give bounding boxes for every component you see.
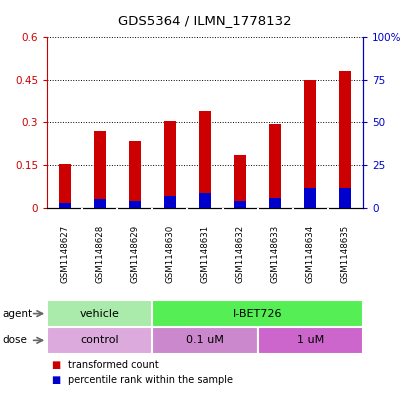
- Bar: [47, 327, 152, 354]
- Bar: [58, 203, 71, 208]
- Bar: [93, 199, 106, 208]
- Bar: [234, 201, 246, 208]
- Bar: [268, 124, 281, 208]
- Text: GSM1148635: GSM1148635: [340, 225, 349, 283]
- Text: I-BET726: I-BET726: [232, 309, 282, 319]
- Bar: [128, 201, 141, 208]
- Bar: [198, 111, 211, 208]
- Text: GSM1148631: GSM1148631: [200, 225, 209, 283]
- Bar: [163, 121, 175, 208]
- Text: transformed count: transformed count: [67, 360, 158, 370]
- Bar: [93, 131, 106, 208]
- Text: GSM1148630: GSM1148630: [165, 225, 174, 283]
- Text: GSM1148633: GSM1148633: [270, 225, 279, 283]
- Text: percentile rank within the sample: percentile rank within the sample: [67, 375, 232, 385]
- Text: GSM1148629: GSM1148629: [130, 225, 139, 283]
- Text: ■: ■: [51, 360, 61, 370]
- Bar: [152, 327, 257, 354]
- Text: GSM1148628: GSM1148628: [95, 225, 104, 283]
- Bar: [152, 300, 362, 327]
- Text: control: control: [80, 335, 119, 345]
- Bar: [338, 71, 351, 208]
- Bar: [338, 188, 351, 208]
- Bar: [257, 327, 362, 354]
- Text: dose: dose: [2, 335, 27, 345]
- Bar: [128, 141, 141, 208]
- Bar: [58, 164, 71, 208]
- Text: ■: ■: [51, 375, 61, 385]
- Text: 1 uM: 1 uM: [296, 335, 323, 345]
- Bar: [198, 193, 211, 208]
- Text: GSM1148627: GSM1148627: [60, 225, 69, 283]
- Text: GSM1148632: GSM1148632: [235, 225, 244, 283]
- Text: GSM1148634: GSM1148634: [305, 225, 314, 283]
- Text: 0.1 uM: 0.1 uM: [186, 335, 223, 345]
- Bar: [47, 300, 152, 327]
- Text: vehicle: vehicle: [80, 309, 119, 319]
- Bar: [234, 155, 246, 208]
- Text: agent: agent: [2, 309, 32, 319]
- Bar: [303, 80, 316, 208]
- Bar: [268, 198, 281, 208]
- Bar: [163, 196, 175, 208]
- Bar: [303, 188, 316, 208]
- Text: GDS5364 / ILMN_1778132: GDS5364 / ILMN_1778132: [118, 14, 291, 27]
